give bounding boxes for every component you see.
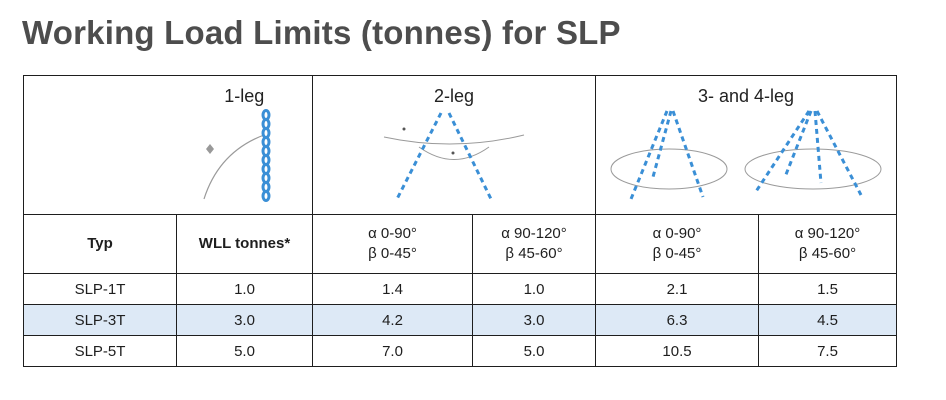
page-title: Working Load Limits (tonnes) for SLP — [22, 14, 621, 51]
cell-2leg-a: 7.0 — [312, 335, 473, 367]
one-leg-label: 1-leg — [224, 86, 265, 106]
three-leg-chain-icon — [610, 110, 728, 200]
cell-2leg-b: 3.0 — [472, 304, 596, 336]
header-2leg-a: α 0-90° β 0-45° — [312, 214, 473, 274]
cell-typ: SLP-1T — [23, 273, 177, 305]
cell-typ: SLP-3T — [23, 304, 177, 336]
four-leg-chain-icon — [744, 110, 882, 196]
three-four-leg-cell: 3- and 4-leg — [595, 75, 897, 215]
cell-34leg-b: 1.5 — [758, 273, 897, 305]
header-34leg-a: α 0-90° β 0-45° — [595, 214, 759, 274]
cell-34leg-a: 10.5 — [595, 335, 759, 367]
header-34leg-b-alpha: α 90-120° — [794, 225, 861, 242]
cell-2leg-a: 4.2 — [312, 304, 473, 336]
three-four-leg-label: 3- and 4-leg — [697, 86, 795, 106]
header-2leg-b-alpha: α 90-120° — [501, 225, 567, 242]
empty-corner-cell — [23, 75, 177, 215]
cell-34leg-a: 2.1 — [595, 273, 759, 305]
header-2leg-b-beta: β 45-60° — [505, 245, 563, 262]
header-row: Typ WLL tonnes* α 0-90° β 0-45° α 90-120°… — [23, 214, 897, 274]
header-2leg-b: α 90-120° β 45-60° — [472, 214, 596, 274]
wll-table: 1-leg 2-leg — [23, 75, 897, 367]
two-leg-chain-icon — [383, 112, 525, 200]
single-leg-chain-icon — [203, 109, 271, 202]
cell-34leg-b: 4.5 — [758, 304, 897, 336]
two-leg-cell: 2-leg — [312, 75, 596, 215]
two-leg-label: 2-leg — [433, 86, 475, 106]
header-2leg-a-beta: β 0-45° — [368, 245, 417, 262]
leg-illustration-row: 1-leg 2-leg — [23, 75, 897, 215]
header-2leg-a-alpha: α 0-90° — [368, 225, 417, 242]
header-34leg-b: α 90-120° β 45-60° — [758, 214, 897, 274]
one-leg-cell: 1-leg — [176, 75, 313, 215]
cell-2leg-b: 5.0 — [472, 335, 596, 367]
header-34leg-b-beta: β 45-60° — [798, 245, 857, 262]
table-row: SLP-3T 3.0 4.2 3.0 6.3 4.5 — [23, 304, 897, 336]
header-wll: WLL tonnes* — [176, 214, 313, 274]
cell-wll: 3.0 — [176, 304, 313, 336]
header-34leg-a-alpha: α 0-90° — [652, 225, 702, 242]
cell-34leg-a: 6.3 — [595, 304, 759, 336]
cell-2leg-a: 1.4 — [312, 273, 473, 305]
table-row: SLP-5T 5.0 7.0 5.0 10.5 7.5 — [23, 335, 897, 367]
cell-wll: 1.0 — [176, 273, 313, 305]
cell-wll: 5.0 — [176, 335, 313, 367]
header-typ: Typ — [23, 214, 177, 274]
cell-typ: SLP-5T — [23, 335, 177, 367]
cell-2leg-b: 1.0 — [472, 273, 596, 305]
header-34leg-a-beta: β 0-45° — [652, 245, 702, 262]
table-row: SLP-1T 1.0 1.4 1.0 2.1 1.5 — [23, 273, 897, 305]
cell-34leg-b: 7.5 — [758, 335, 897, 367]
